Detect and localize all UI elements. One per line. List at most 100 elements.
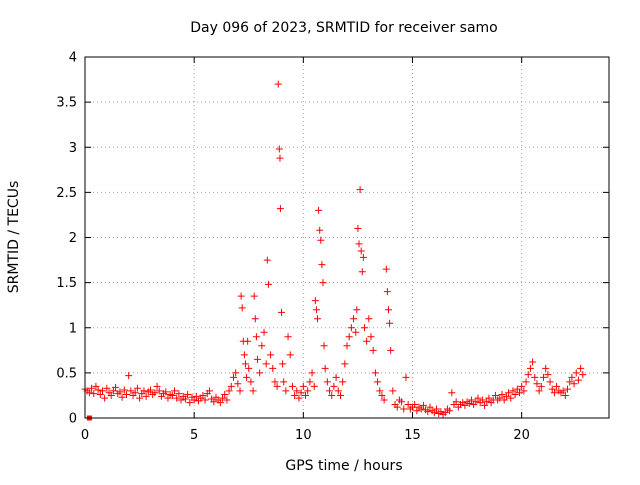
data-point bbox=[564, 385, 572, 393]
data-point bbox=[320, 342, 328, 350]
data-point bbox=[133, 384, 141, 392]
data-point bbox=[371, 369, 379, 377]
data-point bbox=[243, 373, 251, 381]
data-point bbox=[531, 373, 539, 381]
data-point bbox=[85, 389, 93, 397]
data-point bbox=[507, 394, 515, 402]
data-point bbox=[237, 292, 245, 300]
data-point bbox=[343, 342, 351, 350]
data-point bbox=[509, 387, 517, 395]
data-point bbox=[542, 364, 550, 372]
data-point bbox=[140, 387, 148, 395]
data-point bbox=[321, 364, 329, 372]
data-point bbox=[393, 403, 401, 411]
data-point bbox=[107, 391, 115, 399]
data-point bbox=[240, 351, 248, 359]
data-point bbox=[181, 395, 189, 403]
data-point bbox=[192, 392, 200, 400]
data-point bbox=[483, 398, 491, 406]
data-point bbox=[336, 391, 344, 399]
data-point bbox=[90, 390, 98, 398]
y-axis-label: SRMTID / TECUs bbox=[6, 181, 22, 294]
data-point bbox=[245, 364, 253, 372]
data-point bbox=[574, 376, 582, 384]
data-point bbox=[312, 306, 320, 314]
data-point bbox=[276, 205, 284, 213]
data-point bbox=[288, 382, 296, 390]
data-point bbox=[360, 324, 368, 332]
data-point bbox=[550, 389, 558, 397]
chart-title: Day 096 of 2023, SRMTID for receiver sam… bbox=[190, 20, 498, 36]
data-point bbox=[426, 403, 434, 411]
data-point bbox=[109, 387, 117, 395]
data-point bbox=[474, 394, 482, 402]
data-point bbox=[570, 380, 578, 388]
data-point bbox=[485, 394, 493, 402]
data-point bbox=[566, 378, 574, 386]
data-point bbox=[332, 373, 340, 381]
data-point bbox=[234, 380, 242, 388]
data-point bbox=[262, 360, 270, 368]
data-point bbox=[341, 360, 349, 368]
data-point bbox=[190, 396, 198, 404]
x-tick-label: 5 bbox=[190, 428, 198, 443]
data-point bbox=[147, 386, 154, 394]
data-point bbox=[433, 405, 441, 413]
data-point bbox=[273, 382, 281, 390]
data-point bbox=[310, 382, 318, 390]
data-point bbox=[529, 358, 537, 366]
data-point bbox=[553, 382, 561, 390]
data-point bbox=[568, 373, 576, 381]
data-point bbox=[175, 390, 183, 398]
data-point bbox=[505, 389, 513, 397]
data-point bbox=[387, 346, 395, 354]
data-point bbox=[318, 261, 326, 269]
data-point bbox=[513, 385, 521, 393]
data-point bbox=[223, 396, 231, 404]
data-point bbox=[276, 154, 284, 162]
x-axis-label: GPS time / hours bbox=[285, 458, 402, 474]
data-point bbox=[201, 396, 209, 404]
data-point bbox=[151, 389, 159, 397]
data-point bbox=[236, 387, 244, 395]
data-point bbox=[540, 373, 547, 381]
data-point bbox=[238, 304, 246, 312]
data-point bbox=[210, 398, 218, 406]
y-tick-label: 2.5 bbox=[56, 186, 77, 201]
data-point bbox=[363, 337, 371, 345]
data-point bbox=[127, 387, 135, 395]
data-point bbox=[559, 387, 567, 395]
data-point bbox=[374, 378, 382, 386]
data-point bbox=[376, 387, 384, 395]
points-layer bbox=[81, 80, 587, 421]
data-point bbox=[278, 308, 285, 316]
data-point bbox=[173, 394, 181, 402]
data-point bbox=[103, 384, 111, 392]
data-point bbox=[221, 391, 229, 399]
data-point bbox=[347, 324, 355, 332]
data-point bbox=[94, 386, 102, 394]
data-point bbox=[548, 385, 556, 393]
data-point bbox=[378, 391, 386, 399]
data-point bbox=[92, 382, 100, 390]
data-point bbox=[280, 378, 288, 386]
data-point bbox=[535, 387, 543, 395]
data-point bbox=[359, 253, 367, 261]
data-point bbox=[467, 396, 475, 404]
data-point bbox=[314, 315, 322, 323]
data-point bbox=[502, 392, 510, 400]
data-point bbox=[120, 386, 128, 394]
data-point bbox=[263, 256, 271, 264]
data-point bbox=[205, 387, 213, 395]
data-point bbox=[400, 405, 408, 413]
data-point bbox=[171, 387, 179, 395]
data-point bbox=[136, 394, 144, 402]
data-point bbox=[452, 398, 460, 406]
data-point bbox=[365, 315, 373, 323]
grid-layer bbox=[85, 57, 609, 418]
data-point bbox=[389, 387, 397, 395]
data-point bbox=[353, 306, 361, 314]
data-point bbox=[355, 240, 363, 248]
data-point bbox=[315, 206, 323, 214]
